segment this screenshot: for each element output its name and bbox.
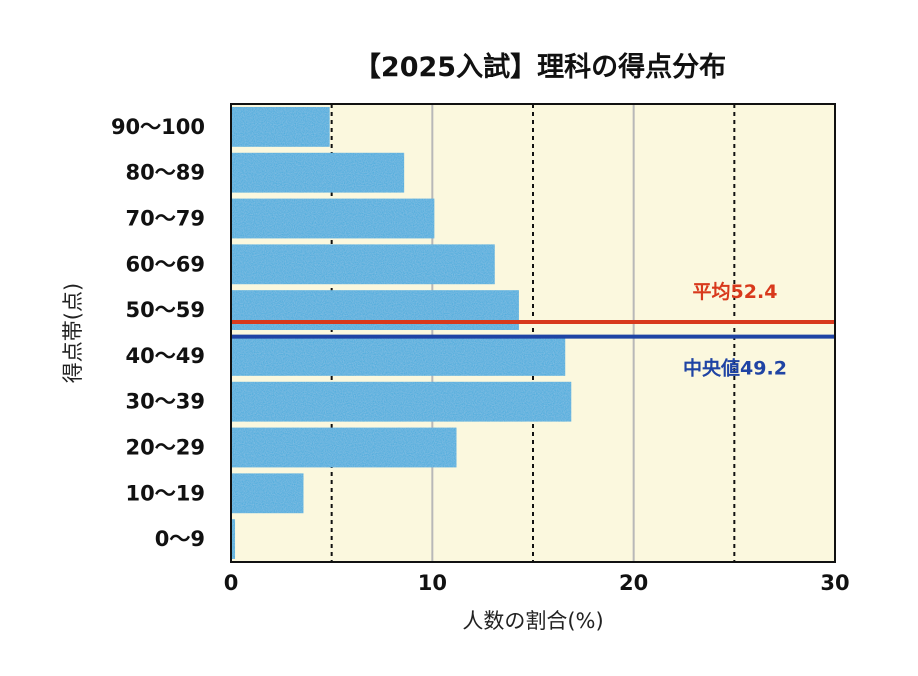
chart-title: 【2025入試】理科の得点分布 (354, 51, 726, 83)
x-tick-label: 20 (619, 571, 648, 595)
y-tick-label: 20〜29 (126, 436, 205, 460)
y-tick-label: 30〜39 (126, 390, 205, 414)
bar-3 (231, 198, 435, 239)
y-tick-label: 90〜100 (111, 115, 205, 139)
bar-2 (231, 152, 405, 193)
bar-5 (231, 290, 519, 330)
bar-10 (231, 519, 236, 559)
bar-6 (231, 336, 566, 376)
x-tick-label: 10 (418, 571, 447, 595)
bar-8 (231, 427, 457, 468)
y-tick-label: 80〜89 (126, 161, 205, 185)
plot-frame (230, 103, 836, 563)
y-tick-label: 60〜69 (126, 252, 205, 276)
bar-4 (231, 244, 495, 285)
y-tick-label: 50〜59 (126, 298, 205, 322)
y-tick-label: 10〜19 (126, 481, 205, 505)
x-axis-label: 人数の割合(%) (462, 609, 603, 633)
y-tick-label: 70〜79 (126, 207, 205, 231)
median-label: 中央値49.2 (683, 357, 787, 380)
y-tick-label: 0〜9 (155, 527, 205, 551)
mean-label: 平均52.4 (693, 280, 778, 303)
y-tick-label: 40〜49 (126, 344, 205, 368)
bar-1 (231, 107, 330, 147)
x-tick-label: 30 (820, 571, 849, 595)
y-axis-label: 得点帯(点) (61, 283, 85, 383)
bar-7 (231, 381, 572, 422)
x-tick-label: 0 (224, 571, 239, 595)
bar-9 (231, 473, 304, 514)
